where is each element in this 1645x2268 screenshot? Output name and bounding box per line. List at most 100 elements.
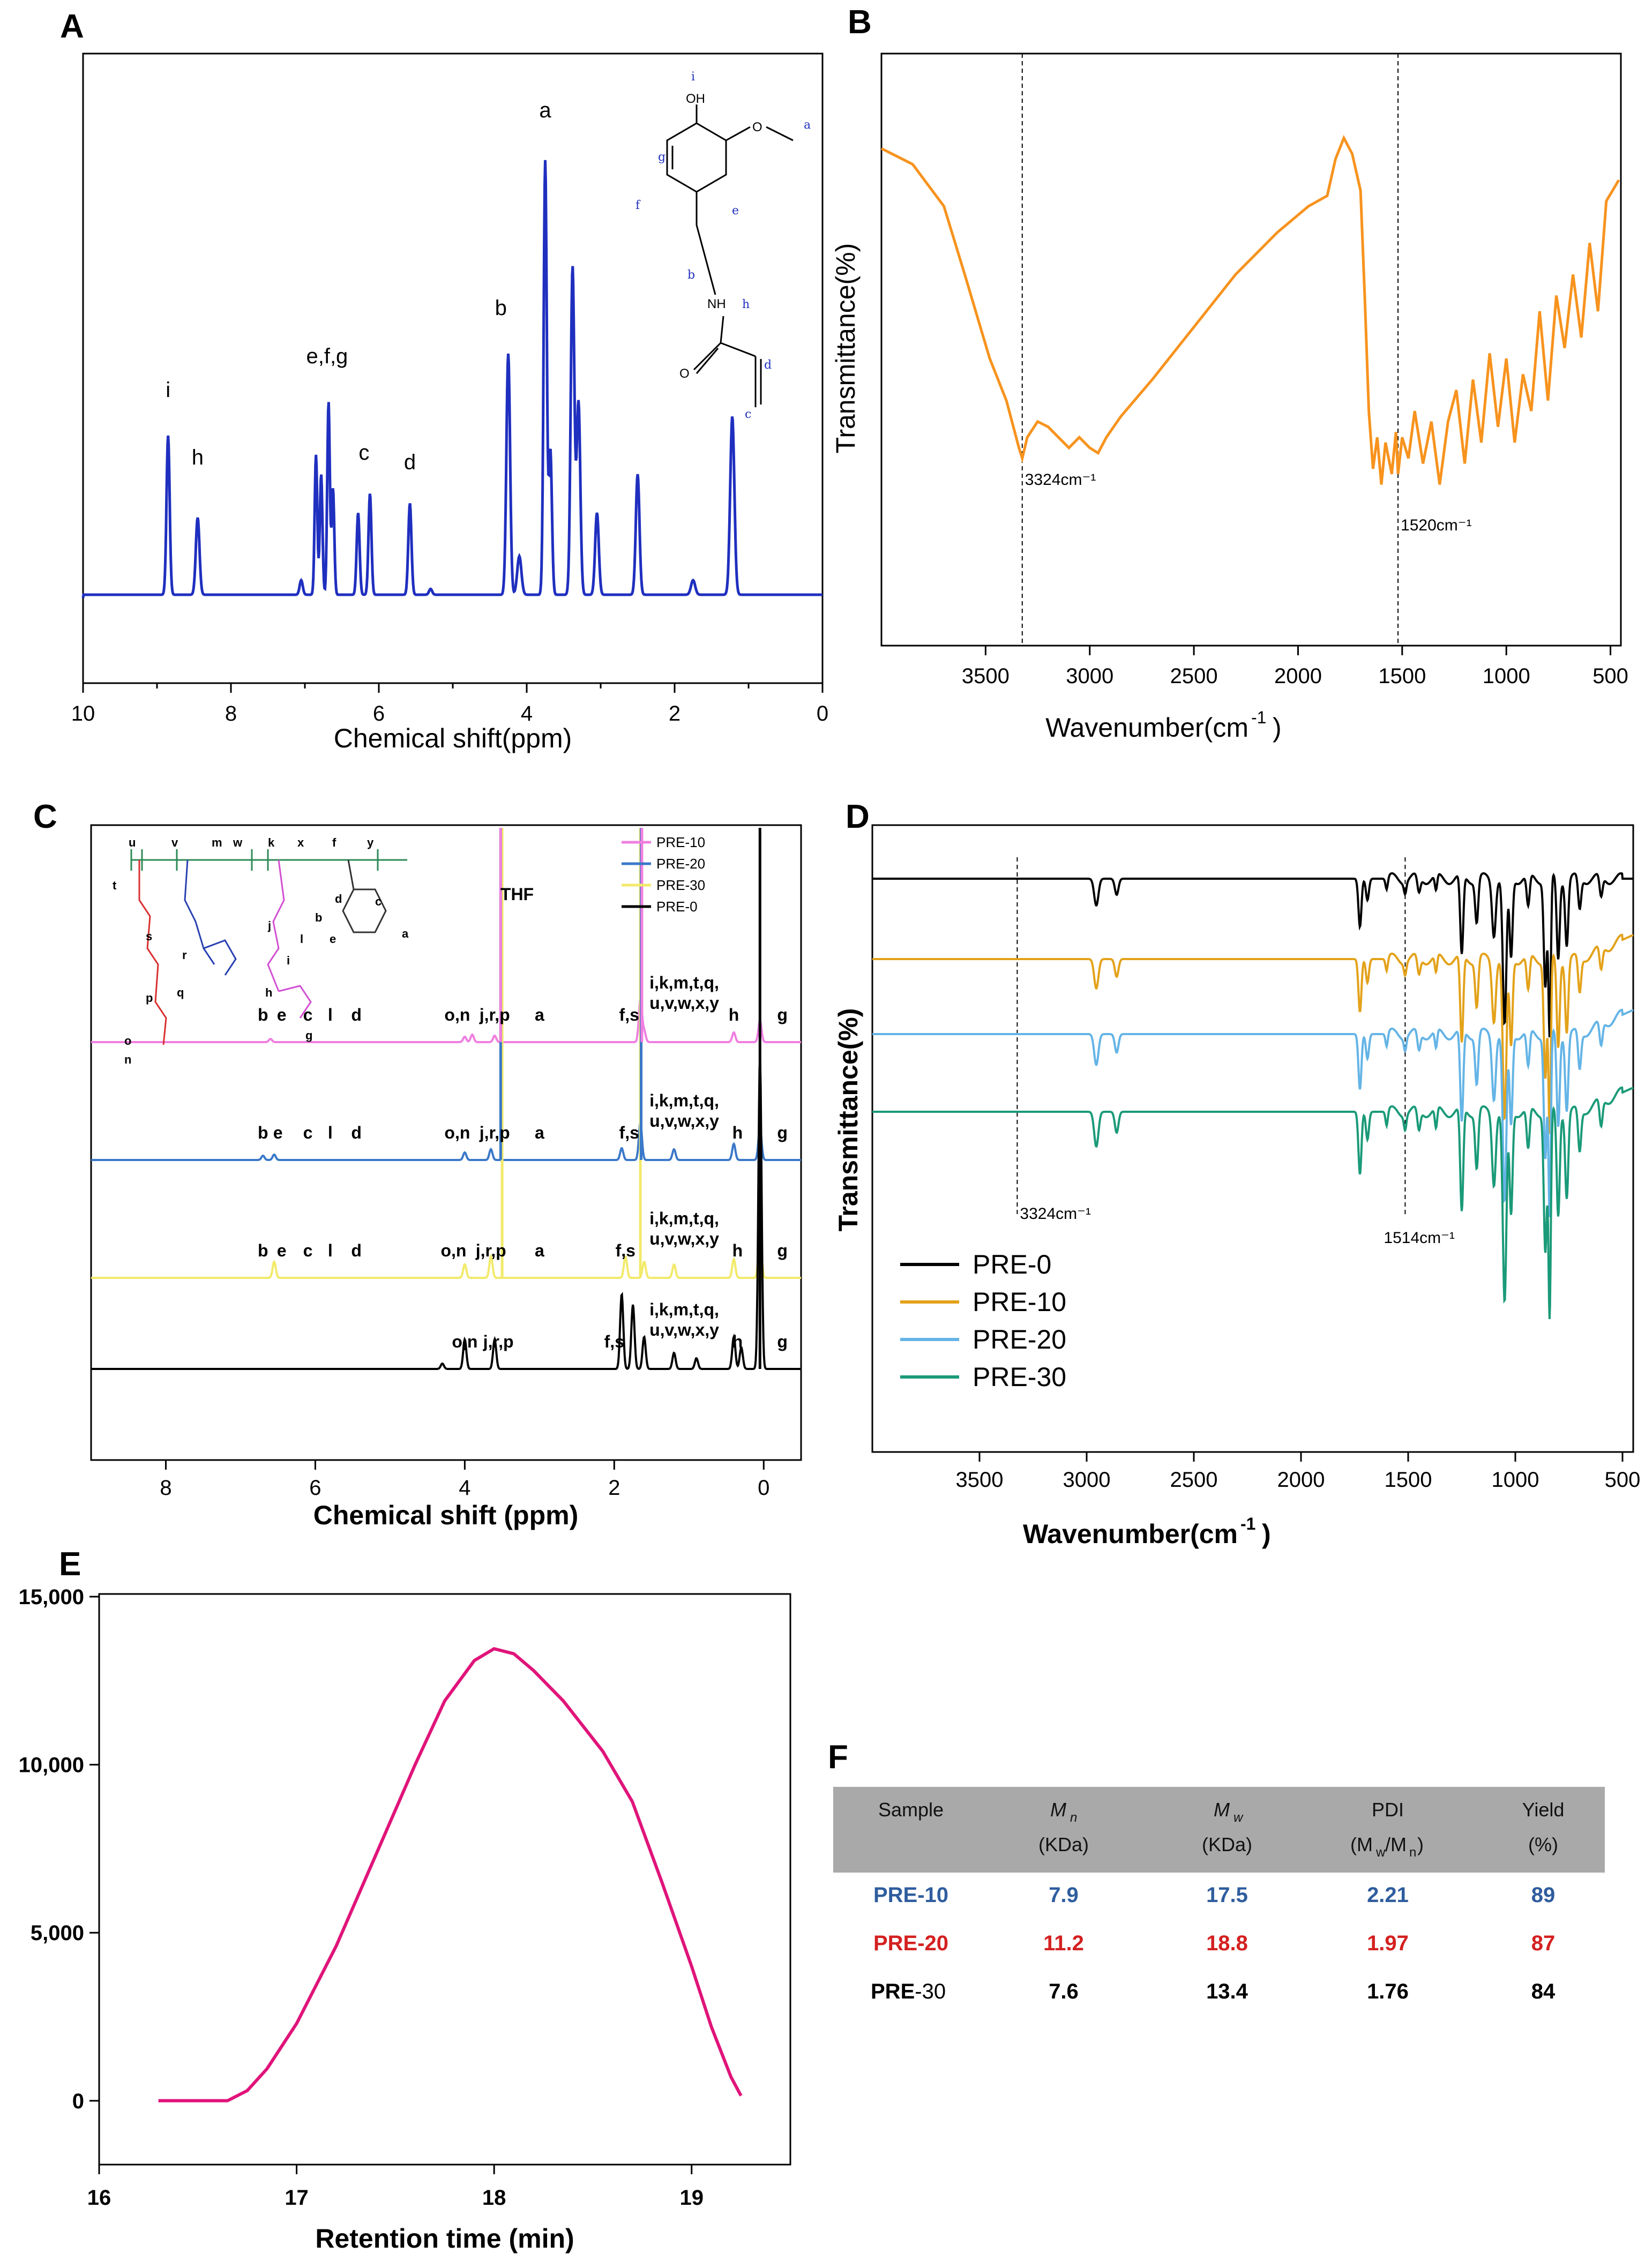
chart-d-x-tick-label: 3000 (1063, 1468, 1111, 1492)
chart-c-x-tick-label: 0 (758, 1476, 769, 1500)
table-f-cell-value: 7.6 (1049, 1980, 1079, 2003)
chart-c-structure-label: j (267, 919, 271, 932)
chart-b-x-title-end: ) (1273, 713, 1282, 743)
chart-a-nmr: 10 8 6 4 2 0 ihe,f,gc dba Chemical shift(ppm) … (71, 53, 828, 753)
table-f-header-l2-mid: /M (1385, 1833, 1407, 1855)
chart-b-frame (880, 53, 1622, 647)
chart-d-x-tick-label: 1500 (1385, 1468, 1432, 1492)
chart-c-peak-label: b (258, 1005, 268, 1024)
chart-e-x-tick-label: 17 (285, 2186, 309, 2210)
chart-e-x-tick-label: 18 (482, 2186, 506, 2210)
amide-bond (720, 316, 724, 343)
mol-label-i: i (691, 70, 695, 84)
table-f-header-sub: w (1233, 1810, 1244, 1825)
chart-d-traces (872, 872, 1634, 1319)
chart-d-x-tick-label: 2000 (1277, 1468, 1325, 1492)
table-f-header-l1: M (1050, 1799, 1066, 1821)
chart-d-x-tick-label: 2500 (1170, 1468, 1218, 1492)
table-f-cell-value: 13.4 (1206, 1980, 1248, 2003)
chart-d-marker-label: 1514cm⁻¹ (1384, 1229, 1455, 1247)
chart-c-structure-label: k (268, 836, 275, 849)
chart-c-x-tick-label: 2 (608, 1476, 620, 1500)
pink-side-chain (267, 859, 285, 992)
chart-c-peak-label: j,r,p (479, 1123, 510, 1142)
chart-b-spectrum-line (880, 134, 1620, 485)
mol-atom-o-carbonyl: O (679, 366, 690, 381)
chart-c-peak-label: g (777, 1005, 788, 1024)
chart-c-peak-label: l (328, 1241, 333, 1260)
chart-a-x-tick-label: 6 (373, 702, 385, 725)
panel-letter-c: C (33, 798, 57, 835)
chart-c-structure-label: q (177, 986, 184, 999)
chart-c-solvent-label: THF (500, 885, 534, 904)
chart-c-peak-label: f,s (619, 1123, 639, 1142)
chart-d-marker-lines: 3324cm⁻¹ 1514cm⁻¹ (1016, 857, 1455, 1247)
mol-label-c: c (745, 408, 751, 421)
pink-branch (278, 985, 312, 1019)
table-f-header-l2-sub2: n (1409, 1845, 1416, 1860)
red-side-chain (138, 860, 167, 1045)
panel-letter-e: E (59, 1546, 81, 1583)
chart-c-structure-label: a (402, 927, 409, 940)
chart-d-legend-label: PRE-30 (973, 1362, 1066, 1392)
chart-c-peak-label: e (273, 1123, 283, 1142)
table-f-header-l2: (KDa) (1202, 1833, 1252, 1855)
mol-label-h: h (742, 298, 750, 311)
chart-c-peak-label: g (777, 1241, 788, 1260)
mol-label-g: g (658, 151, 666, 164)
chart-d-x-title: Wavenumber(cm (1023, 1519, 1238, 1549)
chart-e-y-tick-label: 15,000 (19, 1585, 84, 1609)
table-f-header-bg (833, 1787, 1605, 1873)
chart-b-x-tick-label: 3500 (962, 664, 1010, 688)
chart-c-peak-label: b (258, 1241, 268, 1260)
chart-d-legend-label: PRE-10 (973, 1287, 1066, 1317)
chart-c-structure-label: x (297, 836, 304, 849)
chart-c-peak-label: d (351, 1123, 362, 1142)
chart-c-legend-label: PRE-20 (656, 856, 705, 872)
mol-label-a: a (804, 118, 811, 132)
chart-c-structure-label: c (375, 895, 382, 908)
chart-c-peak-labels: b e c l d o,n j,r,p a f,s h gi,k,m,t,q,u,v,w,x,yb e… (258, 973, 788, 1351)
chart-e-y-tick-label: 0 (72, 2090, 84, 2113)
mol-label-b: b (687, 268, 695, 282)
chart-a-x-tick-label: 0 (817, 702, 828, 725)
chart-b-y-title: Transmittance(%) (831, 243, 861, 454)
table-f-cell-sample: PRE-10 (873, 1883, 948, 1907)
table-f-header-l2: (M (1350, 1833, 1373, 1855)
chart-a-x-title: Chemical shift(ppm) (334, 723, 572, 753)
chart-c-peak-label: h (732, 1241, 743, 1260)
chart-c-peak-label: c (303, 1241, 313, 1260)
chart-d-frame (871, 824, 1634, 1453)
table-f-cell-value: 17.5 (1206, 1883, 1248, 1907)
blue-side-chain (184, 859, 215, 965)
chart-e-x-title: Retention time (min) (315, 2224, 574, 2254)
chart-d-x-tick-label: 500 (1605, 1468, 1641, 1492)
chart-b-x-tick-label: 1000 (1483, 664, 1530, 688)
chart-c-peak-label: c (303, 1005, 313, 1024)
table-f-cell-value: 87 (1531, 1932, 1556, 1955)
chart-c-multi-label: i,k,m,t,q, (649, 973, 719, 992)
table-f-header-l2-end: ) (1417, 1833, 1424, 1855)
chart-c-peak-label: a (535, 1241, 544, 1260)
chart-d-legend-label: PRE-20 (973, 1324, 1066, 1354)
chart-d-x-title-sup: -1 (1240, 1514, 1255, 1533)
chart-c-peak-label: a (535, 1005, 544, 1024)
chart-c-structure-label: l (300, 932, 303, 946)
chart-e-gpc: 16 17 18 19 0 5,000 10,000 15,000 Retention ti… (19, 1585, 791, 2254)
chart-e-y-tick-label: 10,000 (19, 1754, 84, 1777)
chart-c-peak-label: j,r,p (475, 1241, 506, 1260)
chart-d-legend: PRE-0 PRE-10 PRE-20 PRE-30 (900, 1249, 1066, 1392)
chart-b-x-title: Wavenumber(cm (1045, 713, 1248, 743)
chart-d-y-title: Transmittance(%) (833, 1008, 863, 1232)
panel-letter-b: B (848, 4, 872, 41)
chart-a-peak-label: b (495, 296, 507, 320)
chart-c-structure-label: i (287, 954, 290, 967)
chart-a-x-tick-label: 10 (71, 702, 95, 725)
chart-d-x-tick-label: 3500 (956, 1468, 1004, 1492)
chart-c-peak-label: l (328, 1005, 333, 1024)
table-f-header-l1: Sample (878, 1799, 944, 1821)
chart-c-peak-label: f,s (619, 1005, 639, 1024)
